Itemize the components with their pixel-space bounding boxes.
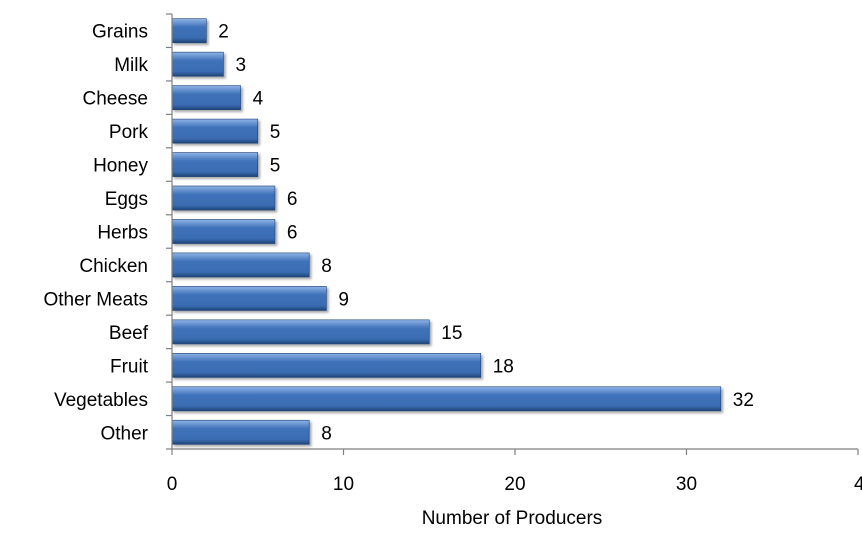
data-label-honey: 5 (270, 156, 281, 177)
y-tick-label-chicken: Chicken (79, 256, 148, 277)
bar-other (171, 419, 310, 445)
y-tick-label-eggs: Eggs (105, 189, 148, 210)
bar-vegetables (171, 386, 722, 412)
data-label-cheese: 4 (253, 89, 264, 110)
bars-layer (171, 18, 722, 445)
bar-grains (171, 18, 207, 44)
y-tick-label-beef: Beef (109, 323, 149, 344)
bar-milk (171, 51, 224, 77)
y-tick-label-honey: Honey (93, 156, 148, 177)
data-label-other-meats: 9 (338, 289, 349, 310)
bar-cheese (171, 85, 241, 110)
y-tick-label-pork: Pork (109, 122, 149, 143)
y-tick-label-grains: Grains (92, 22, 148, 43)
data-label-other: 8 (321, 423, 332, 444)
y-tick-label-milk: Milk (114, 55, 148, 76)
data-label-eggs: 6 (287, 189, 298, 210)
data-label-fruit: 18 (493, 356, 514, 377)
data-label-chicken: 8 (321, 256, 332, 277)
data-label-pork: 5 (270, 122, 281, 143)
x-axis-title: Number of Producers (422, 508, 603, 529)
bar-herbs (171, 219, 276, 244)
x-tick-label: 4 (854, 474, 862, 495)
y-tick-label-herbs: Herbs (97, 223, 148, 244)
bar-fruit (171, 352, 482, 378)
y-tick-label-other-meats: Other Meats (43, 289, 148, 310)
labels-layer: Grains 2 Milk 3 Cheese 4 Pork 5 Honey 5 Eggs 6 Herbs… (43, 22, 753, 445)
data-label-milk: 3 (235, 55, 246, 76)
bar-pork (171, 118, 259, 144)
axes-layer: 0 10 20 30 4 (166, 13, 862, 495)
data-label-herbs: 6 (287, 223, 298, 244)
x-tick-label: 30 (676, 474, 697, 495)
y-tick-label-fruit: Fruit (110, 356, 149, 377)
bar-beef (171, 319, 430, 345)
x-tick-label: 20 (504, 474, 525, 495)
bar-eggs (171, 185, 276, 211)
data-label-beef: 15 (441, 323, 462, 344)
bar-other-meats (171, 286, 327, 311)
y-tick-label-cheese: Cheese (83, 89, 149, 110)
bar-honey (171, 152, 259, 177)
y-tick-label-other: Other (100, 423, 148, 444)
data-label-grains: 2 (218, 22, 229, 43)
data-label-vegetables: 32 (733, 390, 754, 411)
x-tick-label: 0 (167, 474, 178, 495)
x-tick-label: 10 (333, 474, 354, 495)
y-tick-label-vegetables: Vegetables (54, 390, 148, 411)
bar-chicken (171, 252, 310, 278)
